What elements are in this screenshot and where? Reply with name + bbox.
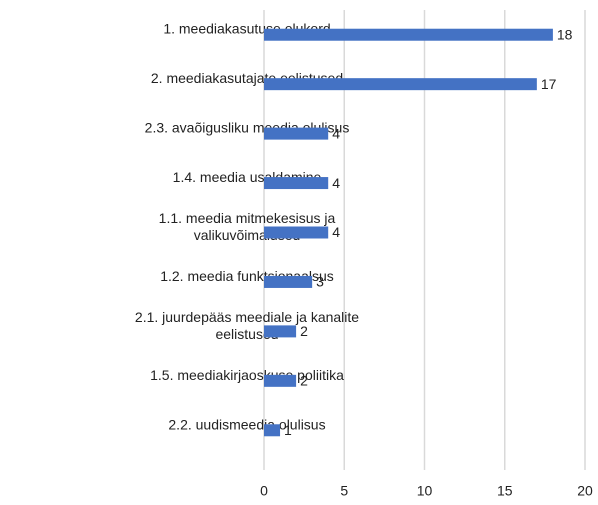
data-label: 2 bbox=[300, 373, 308, 389]
y-tick-label: 1.1. meedia mitmekesisus ja valikuvõimalu… bbox=[159, 210, 336, 243]
data-label: 4 bbox=[332, 175, 340, 191]
x-tick-label: 20 bbox=[577, 483, 593, 499]
data-label: 1 bbox=[284, 422, 292, 438]
data-label: 3 bbox=[316, 274, 324, 290]
bar bbox=[264, 177, 329, 190]
bar bbox=[264, 127, 329, 140]
x-tick-label: 10 bbox=[417, 483, 433, 499]
bar bbox=[264, 374, 297, 387]
bar bbox=[264, 275, 313, 288]
bar bbox=[264, 226, 329, 239]
y-tick-label: 2.1. juurdepääs meediale ja kanalite eeli… bbox=[135, 309, 359, 342]
bar bbox=[264, 424, 281, 437]
x-tick-label: 5 bbox=[340, 483, 348, 499]
y-tick-label: 2.2. uudismeedia olulisus bbox=[168, 416, 325, 432]
data-label: 4 bbox=[332, 125, 340, 141]
data-label: 4 bbox=[332, 224, 340, 240]
bar bbox=[264, 28, 553, 41]
x-tick-label: 0 bbox=[260, 483, 268, 499]
data-label: 2 bbox=[300, 323, 308, 339]
bar bbox=[264, 78, 537, 91]
x-tick-label: 15 bbox=[497, 483, 513, 499]
data-label: 18 bbox=[557, 26, 573, 42]
bar bbox=[264, 325, 297, 338]
y-tick-label: 1.5. meediakirjaoskuse poliitika bbox=[150, 367, 344, 383]
data-label: 17 bbox=[541, 76, 557, 92]
